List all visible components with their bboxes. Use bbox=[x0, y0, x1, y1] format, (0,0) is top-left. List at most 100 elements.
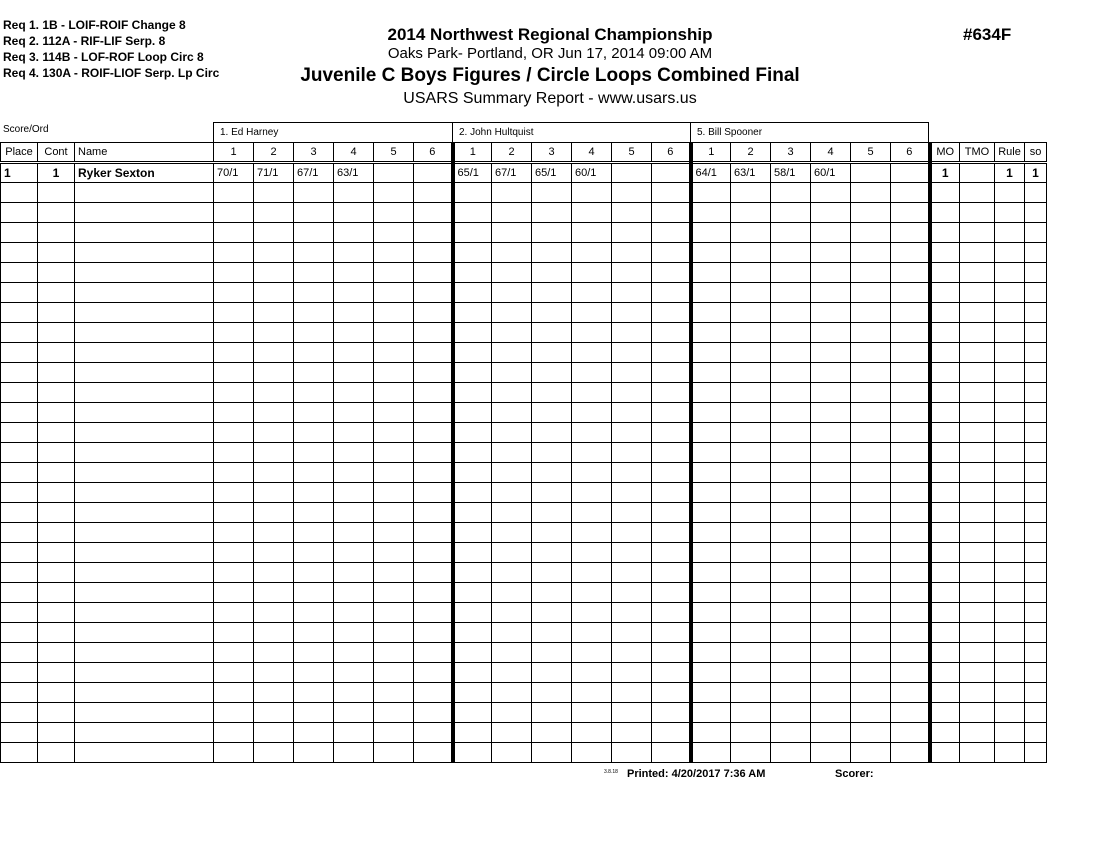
mo-cell bbox=[927, 262, 960, 283]
score-cell bbox=[491, 222, 532, 243]
score-cell bbox=[491, 482, 532, 503]
score-cell bbox=[333, 182, 374, 203]
score-cell bbox=[730, 542, 771, 563]
so-cell bbox=[1024, 282, 1047, 303]
score-cell bbox=[293, 182, 334, 203]
score-cell bbox=[491, 602, 532, 623]
col-figure: 3 bbox=[293, 142, 334, 164]
score-cell bbox=[293, 642, 334, 663]
score-cell bbox=[770, 182, 811, 203]
score-cell bbox=[850, 622, 891, 643]
score-cell bbox=[770, 502, 811, 523]
score-cell bbox=[730, 642, 771, 663]
score-cell bbox=[730, 422, 771, 443]
score-cell: 65/1 bbox=[450, 162, 492, 183]
score-cell bbox=[333, 642, 374, 663]
score-cell bbox=[450, 322, 492, 343]
score-cell: 60/1 bbox=[810, 162, 851, 183]
cont-cell bbox=[37, 602, 75, 623]
score-cell: 63/1 bbox=[730, 162, 771, 183]
score-cell bbox=[253, 322, 294, 343]
score-cell: 63/1 bbox=[333, 162, 374, 183]
score-cell bbox=[213, 482, 254, 503]
score-cell bbox=[491, 522, 532, 543]
score-cell bbox=[373, 422, 414, 443]
scorer-label: Scorer: bbox=[835, 768, 874, 780]
score-cell bbox=[253, 442, 294, 463]
score-cell bbox=[293, 722, 334, 743]
score-cell bbox=[213, 682, 254, 703]
so-cell bbox=[1024, 322, 1047, 343]
cont-cell bbox=[37, 642, 75, 663]
table-row bbox=[0, 742, 1047, 763]
results-table: Place Cont Name 1 2 3 4 5 6 1 2 3 4 5 6 1 2 3 4 5 6 MO TMO Rule… bbox=[0, 142, 1047, 763]
tmo-cell bbox=[959, 482, 995, 503]
score-cell bbox=[293, 562, 334, 583]
score-cell bbox=[611, 662, 652, 683]
score-cell bbox=[413, 402, 453, 423]
score-cell bbox=[450, 482, 492, 503]
tmo-cell bbox=[959, 622, 995, 643]
score-cell bbox=[730, 662, 771, 683]
score-cell bbox=[571, 422, 612, 443]
score-cell bbox=[688, 682, 731, 703]
score-cell bbox=[491, 682, 532, 703]
score-cell bbox=[450, 202, 492, 223]
cont-cell bbox=[37, 502, 75, 523]
score-cell bbox=[850, 742, 891, 763]
score-cell bbox=[850, 202, 891, 223]
score-cell bbox=[810, 682, 851, 703]
score-cell bbox=[730, 622, 771, 643]
score-cell bbox=[450, 642, 492, 663]
score-cell bbox=[810, 362, 851, 383]
score-cell bbox=[850, 682, 891, 703]
score-cell bbox=[688, 622, 731, 643]
cont-cell bbox=[37, 242, 75, 263]
score-cell bbox=[531, 722, 572, 743]
tmo-cell bbox=[959, 602, 995, 623]
score-cell bbox=[531, 522, 572, 543]
score-cell bbox=[890, 222, 930, 243]
score-cell bbox=[373, 182, 414, 203]
score-cell bbox=[531, 602, 572, 623]
score-cell bbox=[611, 742, 652, 763]
table-row bbox=[0, 382, 1047, 403]
score-cell bbox=[688, 182, 731, 203]
so-cell bbox=[1024, 302, 1047, 323]
mo-cell bbox=[927, 242, 960, 263]
rule-cell bbox=[994, 182, 1025, 203]
rule-cell bbox=[994, 342, 1025, 363]
score-cell bbox=[213, 502, 254, 523]
score-cell bbox=[373, 322, 414, 343]
score-cell bbox=[850, 702, 891, 723]
score-cell bbox=[373, 522, 414, 543]
score-cell bbox=[333, 382, 374, 403]
score-cell bbox=[850, 722, 891, 743]
score-cell bbox=[213, 542, 254, 563]
col-cont: Cont bbox=[37, 142, 75, 164]
score-cell bbox=[651, 522, 691, 543]
score-cell bbox=[890, 322, 930, 343]
table-row bbox=[0, 462, 1047, 483]
so-cell bbox=[1024, 662, 1047, 683]
score-cell bbox=[491, 302, 532, 323]
score-cell bbox=[253, 302, 294, 323]
score-cell bbox=[651, 682, 691, 703]
score-cell bbox=[810, 622, 851, 643]
tmo-cell bbox=[959, 642, 995, 663]
tmo-cell bbox=[959, 662, 995, 683]
table-row bbox=[0, 562, 1047, 583]
score-cell bbox=[810, 302, 851, 323]
cont-cell bbox=[37, 202, 75, 223]
col-figure: 2 bbox=[491, 142, 532, 164]
score-cell bbox=[850, 582, 891, 603]
score-cell bbox=[531, 482, 572, 503]
report-title: USARS Summary Report - www.usars.us bbox=[403, 90, 697, 107]
score-cell bbox=[890, 582, 930, 603]
score-cell bbox=[253, 282, 294, 303]
rule-cell bbox=[994, 362, 1025, 383]
score-cell bbox=[293, 602, 334, 623]
so-cell bbox=[1024, 262, 1047, 283]
score-cell bbox=[688, 242, 731, 263]
score-cell bbox=[413, 222, 453, 243]
